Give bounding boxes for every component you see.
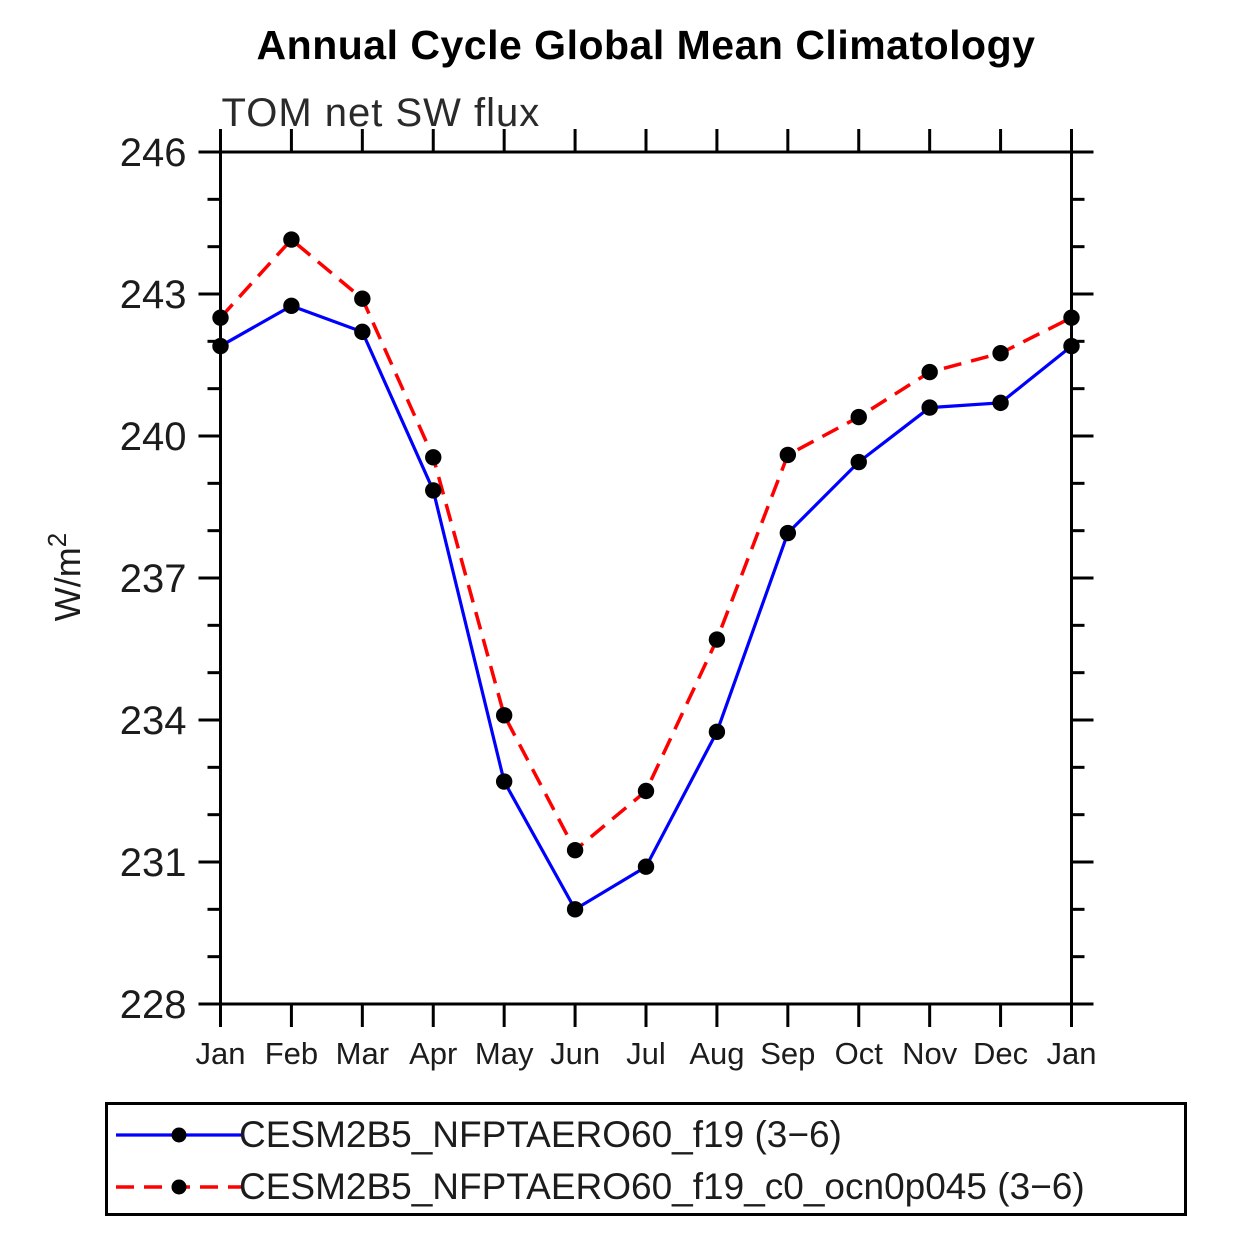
y-tick-label: 231 (120, 841, 187, 885)
legend-label-series2: CESM2B5_NFPTAERO60_f19_c0_ocn0p045 (3−6) (239, 1166, 1085, 1207)
data-point-marker (992, 394, 1009, 412)
plot-subtitle: TOM net SW flux (222, 91, 541, 135)
y-tick-label: 240 (120, 415, 187, 459)
x-tick-label: Jan (196, 1036, 246, 1071)
y-axis-label: W/m2 (42, 533, 88, 621)
y-tick-label: 246 (120, 131, 187, 175)
data-point-marker (566, 841, 584, 859)
data-point-marker (354, 323, 371, 341)
data-point-marker (425, 482, 442, 499)
legend-label-series1: CESM2B5_NFPTAERO60_f19 (3−6) (239, 1114, 842, 1155)
x-tick-label: May (475, 1036, 534, 1071)
y-tick-label: 234 (120, 699, 187, 743)
data-point-marker (779, 446, 797, 464)
data-point-marker (212, 309, 229, 326)
x-tick-label: Apr (409, 1036, 457, 1071)
data-point-marker (1063, 337, 1080, 355)
x-tick-label: Jan (1047, 1036, 1097, 1071)
legend-marker-dot (171, 1127, 187, 1143)
plot-area: 228 231 234 237 240 243 246 Jan Feb Mar Apr May Jun J… (42, 91, 1097, 1071)
data-point-marker (354, 290, 371, 307)
x-tick-label: Mar (336, 1036, 389, 1071)
data-point-marker (495, 773, 513, 790)
data-point-marker (921, 363, 938, 381)
data-point-marker (283, 297, 300, 315)
y-tick-label: 237 (120, 557, 187, 601)
data-point-marker (637, 782, 655, 800)
x-tick-label: Jun (550, 1036, 600, 1071)
x-tick-label: Nov (902, 1036, 958, 1071)
data-point-marker (425, 449, 442, 466)
plot-box (219, 150, 1073, 1006)
data-point-marker (708, 631, 726, 648)
x-tick-label: Oct (835, 1036, 884, 1071)
x-tick-label: Feb (265, 1036, 318, 1071)
legend-sample-blue-solid-line (116, 1127, 242, 1143)
data-point-marker (637, 858, 655, 875)
data-point-marker (708, 723, 726, 741)
y-tick-label: 243 (120, 273, 187, 317)
chart-title: Annual Cycle Global Mean Climatology (256, 22, 1036, 68)
data-point-marker (992, 344, 1009, 362)
legend-sample-red-dashed-line (116, 1179, 242, 1195)
legend-marker-dot (171, 1179, 187, 1195)
series-line-2 (219, 237, 1073, 853)
data-point-marker (1063, 309, 1080, 326)
y-tick-label: 228 (120, 983, 187, 1027)
data-point-marker (779, 524, 797, 542)
x-tick-label: Aug (689, 1036, 744, 1071)
series-line-1 (219, 304, 1073, 912)
x-tick-label: Dec (973, 1036, 1028, 1071)
data-point-marker (283, 231, 300, 248)
legend-row-series1: CESM2B5_NFPTAERO60_f19 (3−6) (108, 1116, 1184, 1154)
x-tick-label: Sep (760, 1036, 815, 1071)
data-point-marker (495, 707, 513, 724)
data-point-marker (566, 901, 584, 918)
data-point-marker (850, 453, 867, 471)
data-point-marker (921, 399, 938, 416)
x-tick-label: Jul (626, 1036, 666, 1071)
legend: CESM2B5_NFPTAERO60_f19 (3−6) CESM2B5_NFP… (105, 1102, 1187, 1216)
legend-row-series2: CESM2B5_NFPTAERO60_f19_c0_ocn0p045 (3−6) (108, 1168, 1184, 1206)
data-point-marker (850, 408, 867, 426)
data-point-marker (212, 337, 229, 355)
